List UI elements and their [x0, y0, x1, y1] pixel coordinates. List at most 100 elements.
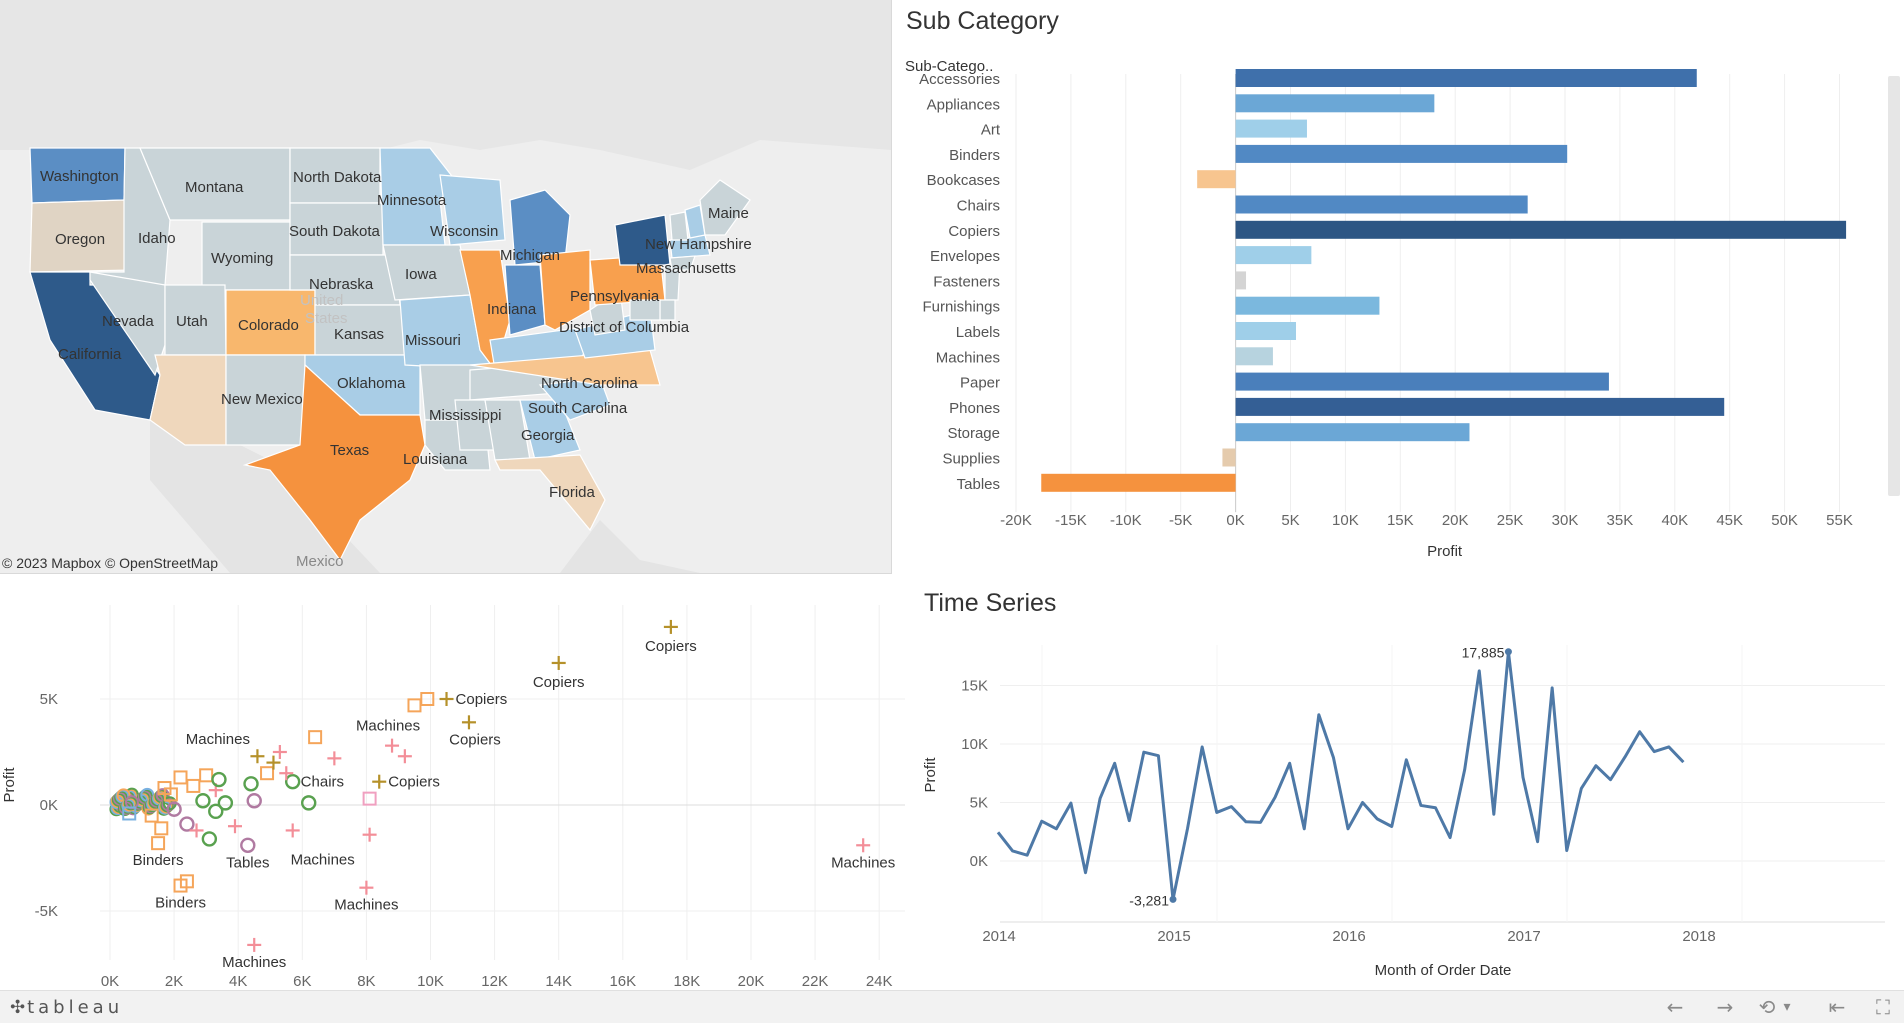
- square-mark[interactable]: [151, 836, 166, 851]
- bar-fasteners[interactable]: [1235, 271, 1247, 290]
- state-maine[interactable]: [699, 179, 751, 236]
- square-mark[interactable]: [154, 821, 169, 836]
- plus-mark[interactable]: [279, 766, 294, 781]
- square-mark[interactable]: [260, 766, 275, 781]
- square-mark[interactable]: [144, 808, 159, 823]
- plus-mark[interactable]: [385, 738, 400, 753]
- plus-mark[interactable]: [362, 827, 377, 842]
- fullscreen-button[interactable]: ⛶: [1876, 995, 1890, 1019]
- circle-mark[interactable]: [208, 803, 224, 820]
- bar-furnishings[interactable]: [1235, 296, 1380, 315]
- annotation-point[interactable]: [1504, 648, 1512, 656]
- bar-supplies[interactable]: [1222, 448, 1236, 467]
- plus-mark[interactable]: [272, 745, 287, 759]
- bar-labels[interactable]: [1235, 322, 1296, 340]
- plus-mark[interactable]: [461, 715, 476, 730]
- plus-mark[interactable]: [397, 749, 412, 764]
- state-connecticut[interactable]: [669, 255, 696, 271]
- state-indiana[interactable]: [504, 264, 546, 336]
- revert-dropdown-button[interactable]: ▾: [1783, 999, 1791, 1015]
- bar-tables[interactable]: [1041, 473, 1236, 492]
- tableau-logo[interactable]: ✣ tableau: [10, 997, 123, 1018]
- time-series-line-chart[interactable]: 0K 5K 10K 15K 2014 2015 2016 2017 2018 Profit Mont…: [905, 585, 1904, 990]
- bar-machines[interactable]: [1235, 347, 1273, 366]
- bar-bookcases[interactable]: [1197, 170, 1236, 189]
- profit-scatter-plot[interactable]: 0K 2K 4K 6K 8K 10K 12K 14K 16K 18K 20K 22K 24K -5K 0K 5…: [0, 585, 905, 990]
- state-virginia[interactable]: [574, 309, 656, 359]
- plus-mark[interactable]: [189, 823, 204, 838]
- circle-mark[interactable]: [284, 773, 301, 790]
- square-mark[interactable]: [308, 730, 323, 745]
- state-florida[interactable]: [494, 454, 606, 532]
- x-tick-label: 35K: [1607, 512, 1634, 529]
- plus-mark[interactable]: [250, 749, 265, 764]
- state-vermont[interactable]: [669, 211, 689, 241]
- square-mark[interactable]: [186, 778, 201, 793]
- plus-mark[interactable]: [227, 819, 242, 834]
- annotation-point[interactable]: [1169, 895, 1177, 903]
- square-mark[interactable]: [407, 698, 422, 713]
- square-mark[interactable]: [179, 874, 194, 889]
- square-mark[interactable]: [122, 806, 137, 821]
- square-mark[interactable]: [157, 781, 172, 796]
- plus-mark[interactable]: [372, 774, 387, 789]
- x-axis-title: Profit: [1427, 543, 1463, 560]
- circle-mark[interactable]: [179, 816, 195, 832]
- bar-binders[interactable]: [1235, 144, 1568, 163]
- reset-button[interactable]: ⇤: [1828, 995, 1846, 1019]
- us-profit-map[interactable]: Washington Montana North Dakota Minnesota Ma…: [0, 0, 891, 573]
- osm-attribution[interactable]: © OpenStreetMap: [104, 555, 218, 571]
- circle-mark[interactable]: [211, 771, 227, 788]
- bar-copiers[interactable]: [1235, 220, 1847, 239]
- bar-accessories[interactable]: [1235, 69, 1697, 87]
- state-texas[interactable]: [242, 363, 426, 562]
- bar-envelopes[interactable]: [1235, 246, 1312, 265]
- square-mark[interactable]: [173, 770, 188, 785]
- plus-mark[interactable]: [439, 692, 454, 706]
- state-label-mississippi: Mississippi: [429, 407, 502, 424]
- circle-mark[interactable]: [166, 801, 182, 817]
- state-label-georgia: Georgia: [521, 427, 575, 444]
- profit-line[interactable]: [996, 650, 1685, 901]
- circle-mark[interactable]: [217, 795, 234, 811]
- map-view[interactable]: Washington Montana North Dakota Minnesota Ma…: [0, 0, 892, 574]
- plus-mark[interactable]: [266, 755, 281, 770]
- mapbox-attribution[interactable]: © 2023 Mapbox: [2, 555, 102, 571]
- bar-storage[interactable]: [1235, 423, 1470, 442]
- square-mark[interactable]: [199, 768, 214, 783]
- circle-mark[interactable]: [243, 776, 259, 792]
- state-michigan[interactable]: [509, 189, 571, 266]
- state-maryland[interactable]: [629, 299, 661, 321]
- state-label-nevada: Nevada: [102, 313, 154, 330]
- circle-mark[interactable]: [201, 831, 218, 847]
- state-delaware[interactable]: [659, 299, 676, 321]
- state-ohio[interactable]: [539, 249, 591, 331]
- plus-mark[interactable]: [359, 880, 374, 895]
- plus-mark[interactable]: [285, 823, 300, 838]
- circle-mark[interactable]: [246, 793, 262, 809]
- redo-button[interactable]: →: [1716, 995, 1734, 1019]
- state-wisconsin[interactable]: [439, 174, 506, 246]
- bar-chairs[interactable]: [1235, 195, 1528, 214]
- state-label-louisiana: Louisiana: [403, 451, 468, 468]
- plus-mark[interactable]: [327, 751, 342, 766]
- bar-paper[interactable]: [1235, 372, 1609, 391]
- undo-button[interactable]: ←: [1666, 995, 1684, 1019]
- vertical-scrollbar[interactable]: [1888, 76, 1900, 496]
- plus-mark[interactable]: [551, 655, 566, 670]
- x-tick-label: 30K: [1552, 512, 1579, 529]
- square-mark[interactable]: [362, 791, 377, 806]
- plus-mark[interactable]: [247, 937, 262, 952]
- bar-appliances[interactable]: [1235, 94, 1435, 113]
- bar-phones[interactable]: [1235, 397, 1725, 416]
- bar-art[interactable]: [1235, 119, 1307, 138]
- state-label-new-hampshire: New Hampshire: [645, 236, 752, 253]
- revert-button[interactable]: ⟲: [1758, 995, 1776, 1019]
- sub-category-bar-chart[interactable]: -20K -15K -10K -5K 0K 5K 10K 15K 20K 25K 30K 35K 40K…: [895, 0, 1904, 573]
- time-series-title: Time Series: [924, 589, 1057, 617]
- circle-mark[interactable]: [301, 795, 317, 811]
- plus-mark[interactable]: [856, 838, 871, 853]
- circle-mark[interactable]: [195, 793, 211, 809]
- plus-mark[interactable]: [663, 619, 678, 634]
- circle-mark[interactable]: [240, 837, 256, 853]
